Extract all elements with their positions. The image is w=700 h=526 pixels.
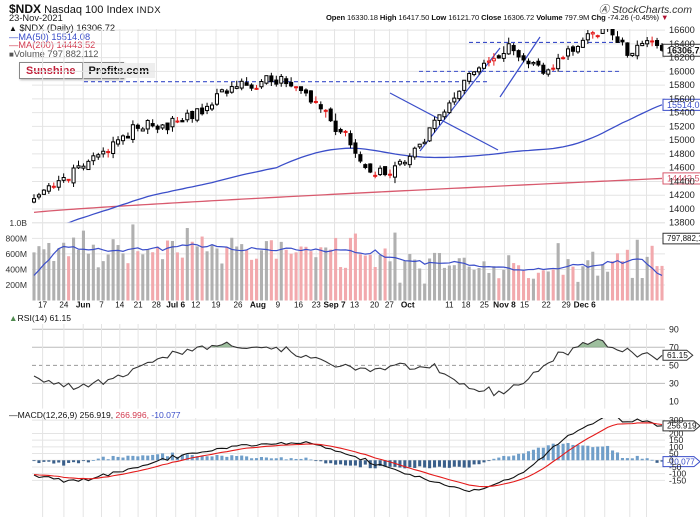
svg-text:15400: 15400 [669, 108, 695, 118]
svg-text:15: 15 [520, 301, 530, 310]
svg-text:15200: 15200 [669, 121, 695, 131]
svg-text:10: 10 [669, 396, 679, 406]
svg-text:20: 20 [370, 301, 380, 310]
svg-text:22: 22 [542, 301, 552, 310]
svg-text:13800: 13800 [669, 218, 695, 228]
svg-text:Sep 7: Sep 7 [323, 300, 346, 310]
svg-text:23: 23 [312, 301, 322, 310]
svg-text:18: 18 [461, 301, 471, 310]
svg-text:70: 70 [669, 342, 679, 352]
svg-text:800M: 800M [6, 233, 28, 243]
svg-text:600M: 600M [6, 249, 28, 259]
svg-text:29: 29 [562, 301, 572, 310]
svg-text:797,882,112: 797,882,112 [667, 234, 700, 243]
svg-text:13: 13 [350, 301, 360, 310]
svg-text:16200: 16200 [669, 53, 695, 63]
svg-text:15000: 15000 [669, 135, 695, 145]
svg-text:17: 17 [38, 301, 48, 310]
svg-text:25: 25 [480, 301, 490, 310]
svg-text:90: 90 [669, 324, 679, 334]
svg-text:19: 19 [211, 301, 221, 310]
svg-text:200M: 200M [6, 280, 28, 290]
svg-text:14200: 14200 [669, 190, 695, 200]
svg-text:14: 14 [115, 301, 125, 310]
svg-text:11: 11 [445, 301, 454, 310]
svg-text:27: 27 [385, 301, 395, 310]
svg-text:Aug: Aug [250, 300, 266, 310]
svg-text:16600: 16600 [669, 25, 695, 35]
svg-text:400M: 400M [6, 264, 28, 274]
svg-text:Dec 6: Dec 6 [574, 300, 597, 310]
svg-text:16400: 16400 [669, 39, 695, 49]
svg-text:15600: 15600 [669, 94, 695, 104]
svg-text:12: 12 [191, 301, 201, 310]
svg-text:14600: 14600 [669, 163, 695, 173]
svg-text:Jun: Jun [76, 300, 91, 310]
svg-text:30: 30 [669, 378, 679, 388]
svg-text:14400: 14400 [669, 176, 695, 186]
svg-text:16000: 16000 [669, 66, 695, 76]
svg-text:14800: 14800 [669, 149, 695, 159]
svg-text:1.0B: 1.0B [9, 218, 27, 228]
svg-text:300: 300 [669, 415, 684, 425]
svg-text:26: 26 [233, 301, 243, 310]
svg-text:Nov 8: Nov 8 [493, 300, 516, 310]
svg-text:15800: 15800 [669, 80, 695, 90]
svg-text:16: 16 [294, 301, 304, 310]
svg-text:200: 200 [669, 428, 684, 438]
svg-text:9: 9 [276, 301, 281, 310]
svg-text:24: 24 [59, 301, 69, 310]
svg-text:14000: 14000 [669, 204, 695, 214]
svg-text:7: 7 [99, 301, 104, 310]
svg-text:21: 21 [134, 301, 144, 310]
svg-text:Jul 6: Jul 6 [166, 300, 185, 310]
svg-text:28: 28 [152, 301, 162, 310]
svg-text:Oct: Oct [401, 300, 415, 310]
svg-text:50: 50 [669, 360, 679, 370]
